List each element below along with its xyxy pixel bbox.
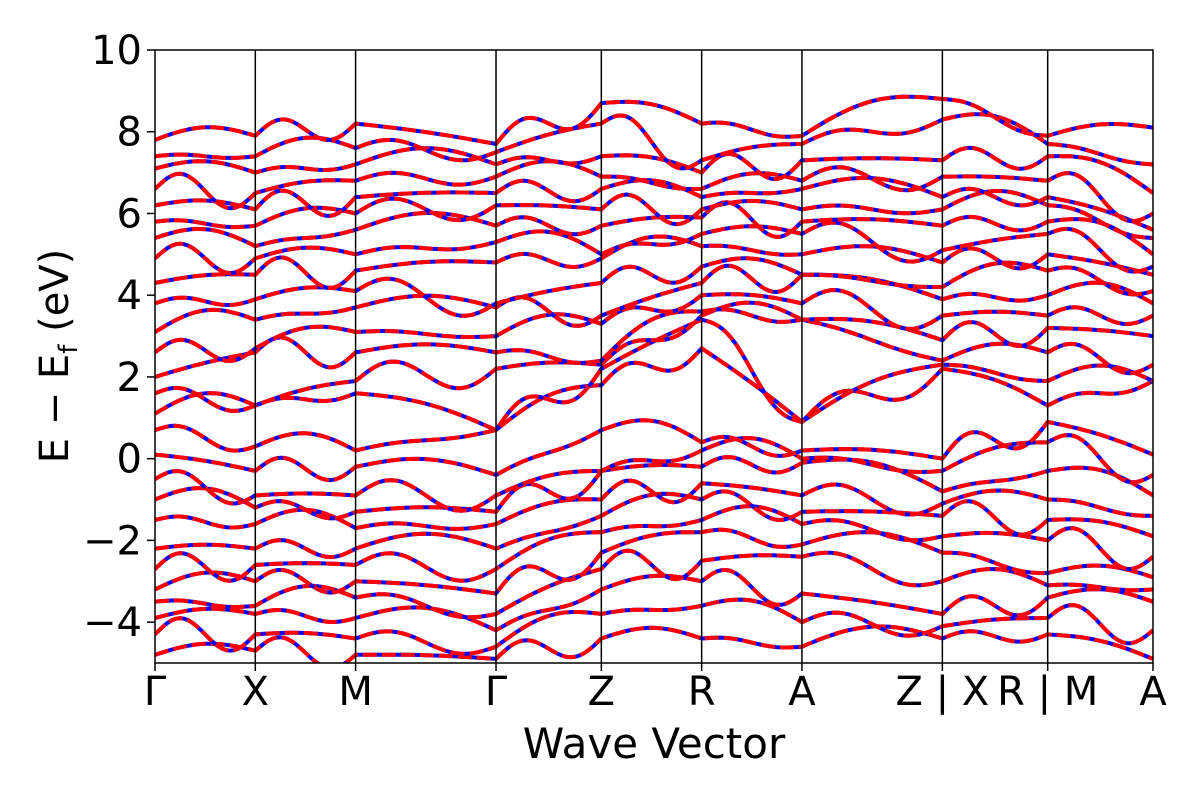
band-line-red	[155, 489, 1153, 560]
y-axis-label-subscript: f	[54, 344, 84, 354]
band-line-red	[155, 263, 1153, 334]
y-axis-label: E − Ef (eV)	[32, 249, 84, 464]
band-line-red	[155, 455, 1153, 521]
band-line-blue	[155, 548, 1153, 620]
band-line-red	[155, 346, 1153, 453]
band-line-red	[155, 300, 1153, 413]
x-tick-label: A	[788, 669, 816, 715]
band-line-blue	[155, 478, 1153, 531]
band-line-red	[155, 478, 1153, 531]
y-tick-label: 0	[117, 437, 142, 483]
band-line-red	[155, 597, 1153, 656]
band-line-red	[155, 112, 1153, 171]
x-tick-label: Γ	[485, 669, 508, 715]
x-tick-label: A	[1139, 669, 1167, 715]
band-line-red	[155, 145, 1153, 195]
x-tick-label: X	[242, 669, 269, 715]
band-line-blue	[155, 189, 1153, 240]
band-line-red	[155, 159, 1153, 224]
band-line-red	[155, 256, 1153, 318]
x-tick-label: R	[688, 669, 716, 715]
band-line-red	[155, 624, 1153, 663]
band-line-red	[155, 433, 1153, 513]
y-axis-label-unit: (eV)	[32, 249, 78, 345]
x-tick-label: M	[338, 669, 373, 715]
band-line-blue	[155, 418, 1153, 483]
band-line-red	[155, 317, 1153, 433]
x-tick-label: Z	[588, 669, 615, 715]
band-line-red	[155, 288, 1153, 363]
band-line-blue	[155, 317, 1153, 433]
band-line-red	[155, 200, 1153, 256]
bands-layer	[155, 94, 1153, 663]
y-tick-label: 6	[117, 191, 142, 237]
band-line-blue	[155, 220, 1153, 276]
y-tick-label: 2	[117, 355, 142, 401]
y-tick-label: −4	[83, 600, 142, 646]
band-line-red	[155, 548, 1153, 620]
band-line-red	[155, 175, 1153, 232]
x-tick-label: Γ	[144, 669, 167, 715]
plot-frame	[154, 49, 1154, 664]
band-line-red	[155, 307, 1153, 379]
band-line-red	[155, 189, 1153, 240]
band-line-red	[155, 418, 1153, 483]
high-symmetry-lines	[254, 50, 1049, 663]
x-tick-label: R | M	[997, 669, 1098, 715]
y-axis-ticks: −4 −2 0 2 4 6 8 10	[83, 28, 155, 646]
y-tick-label: 8	[117, 110, 142, 156]
y-tick-label: 4	[117, 273, 142, 319]
x-tick-label: Z | X	[896, 669, 990, 715]
y-tick-label: −2	[83, 518, 142, 564]
band-line-red	[155, 568, 1153, 633]
band-line-red	[155, 504, 1153, 583]
band-line-red	[155, 94, 1153, 146]
band-line-red	[155, 527, 1153, 596]
band-line-red	[155, 234, 1153, 290]
y-axis-label-main: E − E	[32, 354, 78, 464]
x-axis-label: Wave Vector	[523, 719, 786, 768]
y-tick-label: 10	[91, 28, 142, 74]
